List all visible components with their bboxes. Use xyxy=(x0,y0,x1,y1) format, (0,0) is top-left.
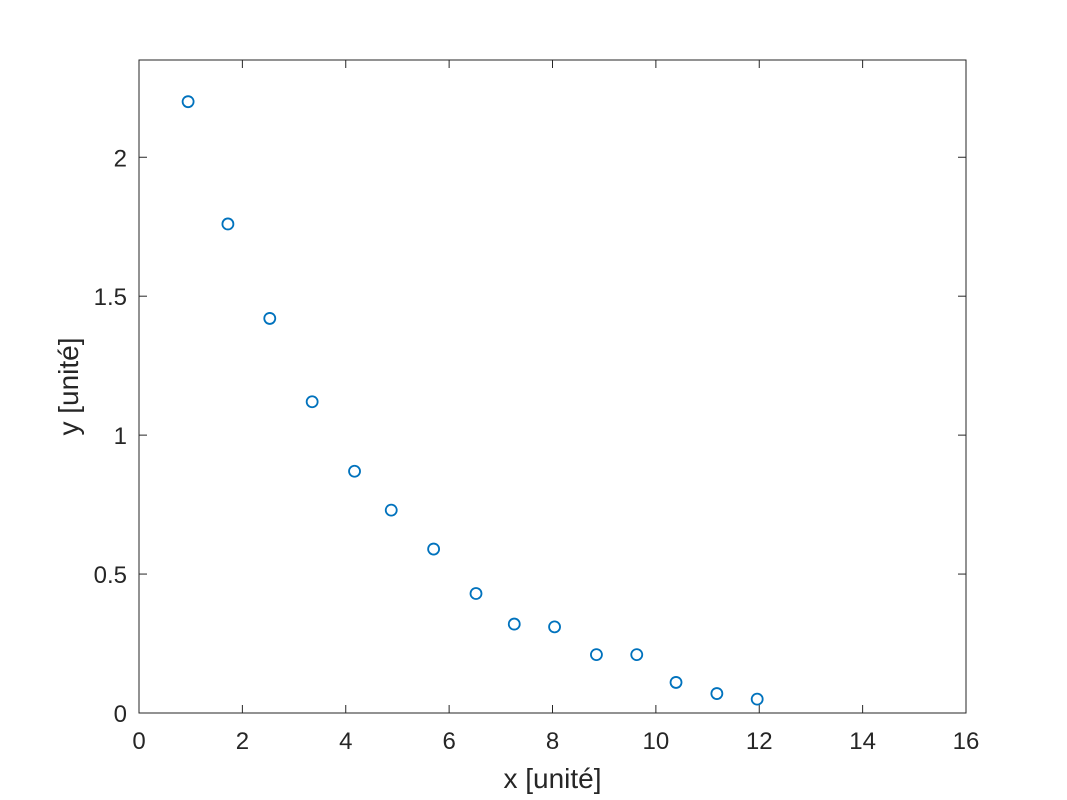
data-point xyxy=(507,617,521,631)
x-tick-label: 12 xyxy=(746,728,773,755)
data-point xyxy=(305,395,319,409)
y-tick-label: 1 xyxy=(114,423,127,450)
y-axis-label: y [unité] xyxy=(53,337,84,435)
data-point xyxy=(384,503,398,517)
y-tick-labels: 0 0.5 1 1.5 2 xyxy=(94,145,127,728)
y-tick-label: 2 xyxy=(114,145,127,172)
data-points xyxy=(181,95,764,706)
axis-ticks xyxy=(138,60,967,714)
x-tick-label: 4 xyxy=(339,728,352,755)
data-point xyxy=(427,542,441,556)
x-tick-labels: 0 2 4 6 8 10 12 14 16 xyxy=(132,728,979,755)
x-axis-label: x [unité] xyxy=(503,763,601,794)
data-point xyxy=(263,312,277,325)
data-point xyxy=(630,648,644,662)
data-point xyxy=(348,464,361,478)
x-tick-label: 14 xyxy=(849,728,876,755)
x-tick-label: 0 xyxy=(132,728,145,755)
data-point xyxy=(710,687,724,700)
data-point xyxy=(469,587,483,600)
axes-box xyxy=(138,59,967,714)
y-tick-label: 1.5 xyxy=(94,284,127,311)
y-tick-label: 0.5 xyxy=(94,562,127,589)
x-tick-label: 2 xyxy=(236,728,249,755)
data-point xyxy=(669,676,683,689)
data-point xyxy=(548,620,561,634)
y-tick-label: 0 xyxy=(114,701,127,728)
data-point xyxy=(221,217,235,231)
data-point xyxy=(590,648,603,662)
data-point xyxy=(181,95,195,109)
x-tick-label: 10 xyxy=(643,728,670,755)
data-point xyxy=(750,692,764,706)
x-tick-label: 16 xyxy=(953,728,980,755)
x-tick-label: 8 xyxy=(546,728,559,755)
x-tick-label: 6 xyxy=(442,728,455,755)
